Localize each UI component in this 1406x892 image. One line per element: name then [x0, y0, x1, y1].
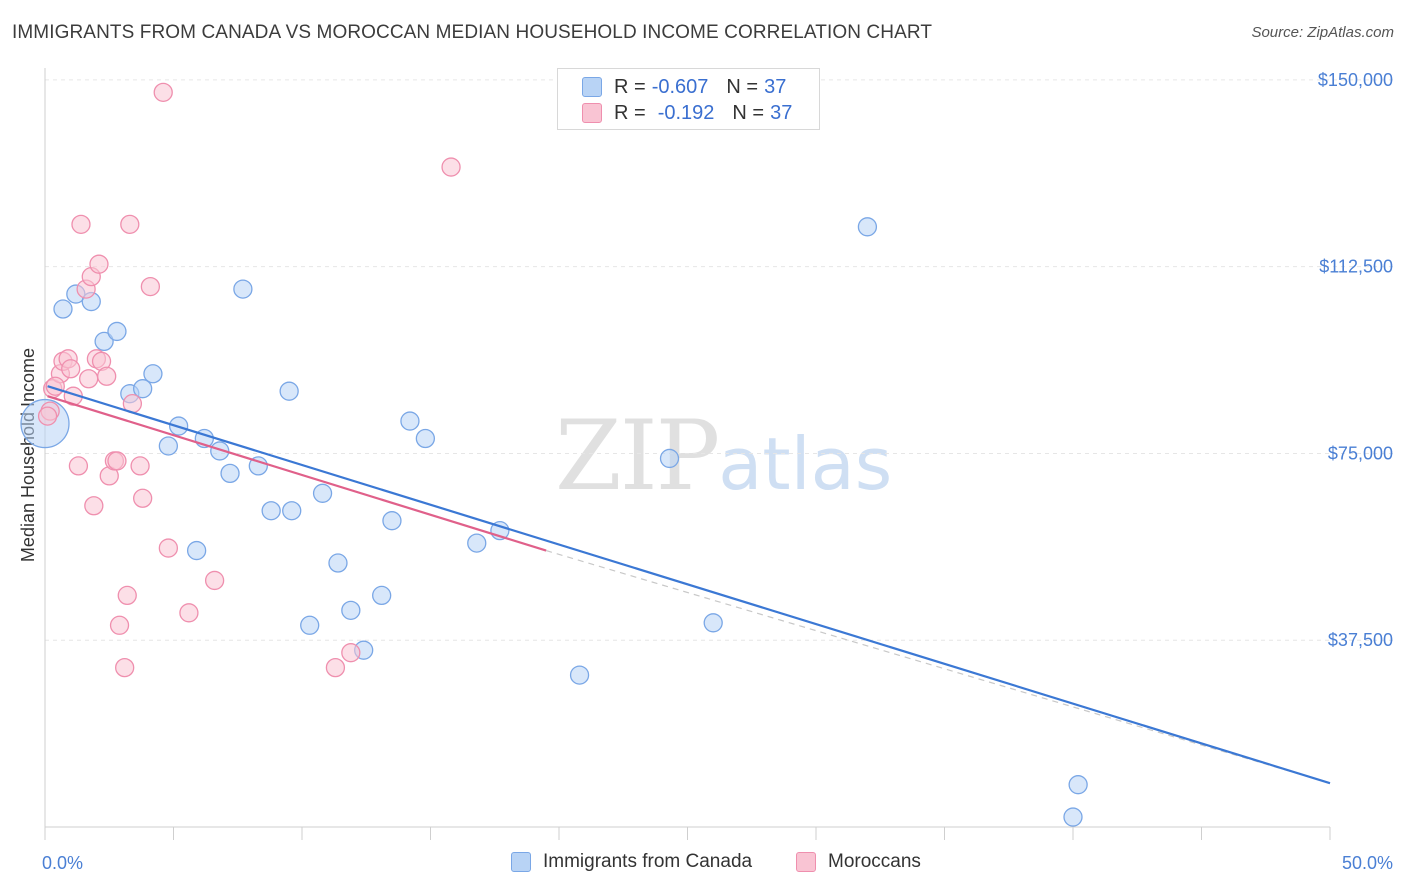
canada-point — [107, 321, 127, 342]
legend-n-value: 37 — [770, 101, 793, 124]
canada-point — [94, 331, 114, 352]
watermark-zip: ZIP — [555, 400, 720, 512]
legend-swatch-moroccans — [582, 103, 602, 123]
moroccan-point — [107, 451, 127, 471]
canada-point — [261, 501, 281, 521]
x-tick-label: 50.0% — [1342, 853, 1393, 873]
moroccan-point — [153, 82, 173, 103]
canada-point — [220, 463, 240, 484]
canada-point — [248, 456, 268, 476]
bottom-legend-swatch-moroccans — [796, 852, 816, 872]
moroccan-point — [140, 276, 161, 297]
legend-n-label: N = — [732, 101, 765, 124]
stats-legend: R = -0.607 N = 37 R = -0.192 N = 37 — [557, 68, 820, 130]
moroccan-point — [84, 496, 104, 516]
canada-point — [372, 585, 392, 606]
moroccan-point — [109, 615, 130, 635]
moroccan-point — [341, 643, 361, 663]
moroccan-point — [79, 369, 99, 389]
bottom-legend-swatch-canada — [511, 852, 531, 872]
moroccan-point — [89, 254, 109, 274]
canada-point — [1068, 775, 1088, 795]
chart-title: IMMIGRANTS FROM CANADA VS MOROCCAN MEDIA… — [12, 22, 933, 43]
moroccan-point — [133, 488, 153, 508]
canada-point — [233, 279, 253, 299]
canada-point — [569, 665, 590, 685]
canada-point — [279, 381, 299, 401]
moroccan-point — [179, 603, 199, 623]
canada-point — [703, 613, 723, 633]
legend-r-value: -0.607 — [651, 75, 709, 98]
moroccan-point — [130, 456, 150, 476]
canada-point — [341, 600, 361, 620]
legend-n-label: N = — [726, 75, 759, 98]
legend-r-value: -0.192 — [657, 101, 715, 124]
canada-point — [133, 379, 153, 399]
canada-point — [143, 364, 163, 384]
moroccan-point — [204, 570, 225, 591]
bottom-legend-label-moroccans: Moroccans — [828, 851, 921, 872]
canada-point — [415, 428, 436, 449]
canada-point — [857, 217, 878, 237]
legend-swatch-canada — [582, 77, 602, 97]
watermark: ZIPatlas — [555, 400, 892, 512]
moroccan-point — [441, 157, 461, 177]
moroccan-point — [68, 456, 89, 476]
moroccan-point — [61, 359, 81, 379]
legend-r-label: R = — [614, 101, 646, 124]
canada-point — [328, 553, 348, 573]
x-tick-label: 0.0% — [42, 853, 83, 873]
watermark-atlas: atlas — [718, 422, 893, 506]
chart-source: Source: ZipAtlas.com — [1251, 24, 1394, 41]
canada-point — [186, 540, 207, 561]
canada-point — [312, 483, 333, 503]
moroccan-trend-extension — [545, 549, 1331, 784]
y-axis-label: Median Household Income — [18, 348, 38, 562]
moroccan-point — [117, 585, 137, 606]
moroccan-point — [120, 214, 140, 234]
legend-n-value: 37 — [764, 75, 787, 98]
legend-row-moroccans: R = -0.192 N = 37 — [582, 100, 792, 126]
bottom-legend-moroccans: Moroccans — [796, 851, 921, 873]
canada-point — [382, 511, 402, 531]
moroccan-point — [71, 214, 91, 234]
moroccan-point — [37, 406, 58, 426]
bottom-legend-label-canada: Immigrants from Canada — [543, 851, 753, 872]
canada-point — [158, 436, 179, 456]
canada-point — [300, 615, 320, 635]
moroccan-point — [325, 657, 346, 678]
canada-point — [210, 441, 230, 461]
y-tick-label: $150,000 — [1318, 70, 1393, 90]
moroccan-point — [97, 366, 117, 386]
moroccan-trend-line — [47, 395, 547, 552]
bottom-legend-canada: Immigrants from Canada — [511, 851, 752, 873]
y-tick-label: $75,000 — [1328, 443, 1393, 463]
canada-trend-line — [47, 385, 1331, 785]
moroccan-point — [158, 538, 179, 558]
canada-point — [467, 533, 487, 553]
canada-point — [659, 448, 680, 469]
y-tick-label: $112,500 — [1319, 257, 1393, 277]
legend-r-label: R = — [614, 75, 646, 98]
canada-point — [400, 411, 420, 431]
canada-point — [282, 501, 302, 521]
legend-row-canada: R = -0.607 N = 37 — [582, 74, 786, 100]
canada-point — [53, 299, 73, 319]
y-tick-label: $37,500 — [1328, 630, 1393, 650]
moroccan-point — [115, 657, 135, 678]
canada-point — [1063, 807, 1083, 827]
